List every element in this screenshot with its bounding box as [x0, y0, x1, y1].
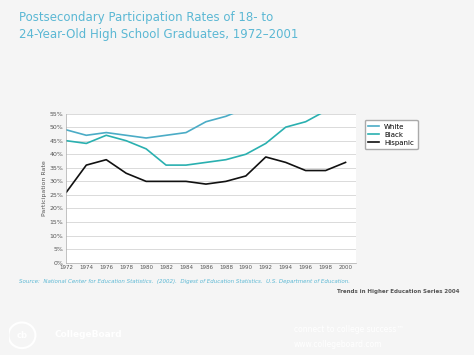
Black	[283, 125, 289, 129]
White	[103, 130, 109, 135]
White	[323, 79, 328, 83]
Hispanic	[83, 163, 89, 167]
Y-axis label: Participation Rate: Participation Rate	[42, 160, 47, 216]
Black	[163, 163, 169, 167]
Hispanic	[183, 179, 189, 184]
Text: connect to college success™: connect to college success™	[294, 325, 404, 334]
Line: Hispanic: Hispanic	[66, 157, 346, 192]
Hispanic	[343, 160, 348, 164]
Black	[343, 109, 348, 113]
White	[163, 133, 169, 137]
Hispanic	[263, 155, 269, 159]
Text: www.collegeboard.com: www.collegeboard.com	[294, 340, 383, 349]
Hispanic	[303, 168, 309, 173]
White	[64, 128, 69, 132]
Legend: White, Black, Hispanic: White, Black, Hispanic	[365, 120, 418, 149]
White	[203, 120, 209, 124]
Black	[64, 138, 69, 143]
Black	[323, 109, 328, 113]
Hispanic	[143, 179, 149, 184]
Black	[303, 120, 309, 124]
Hispanic	[223, 179, 229, 184]
Black	[83, 141, 89, 146]
White	[243, 106, 249, 110]
Black	[223, 158, 229, 162]
Text: Source:  National Center for Education Statistics.  (2002).  Digest of Education: Source: National Center for Education St…	[19, 279, 350, 284]
Text: Postsecondary Participation Rates of 18- to
24-Year-Old High School Graduates, 1: Postsecondary Participation Rates of 18-…	[19, 11, 298, 41]
Hispanic	[203, 182, 209, 186]
Black	[203, 160, 209, 164]
Hispanic	[163, 179, 169, 184]
Hispanic	[323, 168, 328, 173]
Hispanic	[243, 174, 249, 178]
White	[223, 114, 229, 119]
Black	[123, 138, 129, 143]
White	[303, 84, 309, 89]
Line: Black: Black	[66, 111, 346, 165]
Hispanic	[283, 160, 289, 164]
Line: White: White	[66, 81, 346, 138]
White	[83, 133, 89, 137]
White	[143, 136, 149, 140]
White	[283, 93, 289, 97]
White	[183, 130, 189, 135]
Black	[243, 152, 249, 157]
Black	[103, 133, 109, 137]
Hispanic	[64, 190, 69, 194]
Black	[143, 147, 149, 151]
Hispanic	[123, 171, 129, 175]
White	[343, 84, 348, 89]
Text: Trends in Higher Education Series 2004: Trends in Higher Education Series 2004	[337, 289, 460, 294]
Black	[183, 163, 189, 167]
Black	[263, 141, 269, 146]
Hispanic	[103, 158, 109, 162]
White	[123, 133, 129, 137]
White	[263, 93, 269, 97]
Text: cb: cb	[17, 331, 27, 340]
Text: CollegeBoard: CollegeBoard	[55, 330, 122, 339]
